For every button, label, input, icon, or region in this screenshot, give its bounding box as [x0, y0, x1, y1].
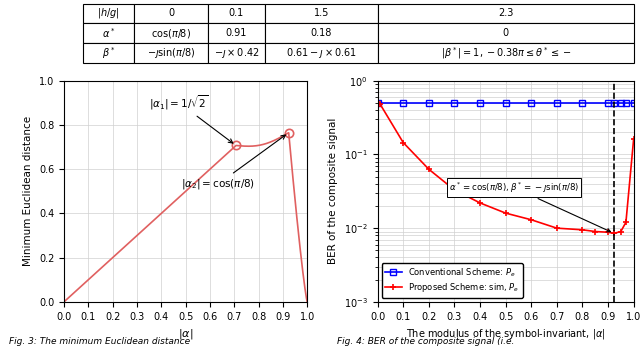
Conventional Scheme: $P_e$: (0.7, 0.5): $P_e$: (0.7, 0.5)	[553, 101, 561, 105]
Conventional Scheme: $P_e$: (0.6, 0.5): $P_e$: (0.6, 0.5)	[527, 101, 535, 105]
Conventional Scheme: $P_e$: (0.1, 0.5): $P_e$: (0.1, 0.5)	[399, 101, 407, 105]
Proposed Scheme: sim, $P_e$: (0.7, 0.01): sim, $P_e$: (0.7, 0.01)	[553, 226, 561, 230]
Conventional Scheme: $P_e$: (0.95, 0.5): $P_e$: (0.95, 0.5)	[617, 101, 625, 105]
Proposed Scheme: sim, $P_e$: (0.6, 0.013): sim, $P_e$: (0.6, 0.013)	[527, 218, 535, 222]
Conventional Scheme: $P_e$: (0.4, 0.5): $P_e$: (0.4, 0.5)	[476, 101, 484, 105]
Proposed Scheme: sim, $P_e$: (0.4, 0.022): sim, $P_e$: (0.4, 0.022)	[476, 201, 484, 205]
Conventional Scheme: $P_e$: (0.924, 0.5): $P_e$: (0.924, 0.5)	[611, 101, 618, 105]
Conventional Scheme: $P_e$: (1, 0.5): $P_e$: (1, 0.5)	[630, 101, 637, 105]
Proposed Scheme: sim, $P_e$: (0.9, 0.0088): sim, $P_e$: (0.9, 0.0088)	[604, 230, 612, 234]
X-axis label: $|\alpha|$: $|\alpha|$	[178, 327, 193, 341]
Y-axis label: Minimum Euclidean distance: Minimum Euclidean distance	[23, 116, 33, 266]
Text: $|\alpha_2| = \cos(\pi/8)$: $|\alpha_2| = \cos(\pi/8)$	[180, 135, 285, 191]
Proposed Scheme: sim, $P_e$: (0.97, 0.012): sim, $P_e$: (0.97, 0.012)	[622, 220, 630, 224]
Conventional Scheme: $P_e$: (0.8, 0.5): $P_e$: (0.8, 0.5)	[579, 101, 586, 105]
Text: $\alpha^* = \cos(\pi/8), \beta^* = -\jmath\sin(\pi/8)$: $\alpha^* = \cos(\pi/8), \beta^* = -\jma…	[449, 180, 611, 232]
Proposed Scheme: sim, $P_e$: (0.924, 0.0085): sim, $P_e$: (0.924, 0.0085)	[611, 231, 618, 236]
Proposed Scheme: sim, $P_e$: (0.85, 0.009): sim, $P_e$: (0.85, 0.009)	[591, 230, 599, 234]
X-axis label: The modulus of the symbol-invariant, $|\alpha|$: The modulus of the symbol-invariant, $|\…	[406, 327, 605, 341]
Conventional Scheme: $P_e$: (0, 0.5): $P_e$: (0, 0.5)	[374, 101, 381, 105]
Proposed Scheme: sim, $P_e$: (0.3, 0.033): sim, $P_e$: (0.3, 0.033)	[451, 188, 458, 192]
Conventional Scheme: $P_e$: (0.97, 0.5): $P_e$: (0.97, 0.5)	[622, 101, 630, 105]
Text: $|\alpha_1| = 1/\sqrt{2}$: $|\alpha_1| = 1/\sqrt{2}$	[149, 93, 233, 143]
Proposed Scheme: sim, $P_e$: (0.2, 0.063): sim, $P_e$: (0.2, 0.063)	[425, 167, 433, 171]
Proposed Scheme: sim, $P_e$: (0.95, 0.009): sim, $P_e$: (0.95, 0.009)	[617, 230, 625, 234]
Proposed Scheme: sim, $P_e$: (0.5, 0.016): sim, $P_e$: (0.5, 0.016)	[502, 211, 509, 215]
Conventional Scheme: $P_e$: (0.5, 0.5): $P_e$: (0.5, 0.5)	[502, 101, 509, 105]
Conventional Scheme: $P_e$: (0.9, 0.5): $P_e$: (0.9, 0.5)	[604, 101, 612, 105]
Proposed Scheme: sim, $P_e$: (0.1, 0.145): sim, $P_e$: (0.1, 0.145)	[399, 140, 407, 145]
Proposed Scheme: sim, $P_e$: (0.8, 0.0095): sim, $P_e$: (0.8, 0.0095)	[579, 228, 586, 232]
Line: Conventional Scheme: $P_e$: Conventional Scheme: $P_e$	[375, 100, 636, 106]
Y-axis label: BER of the composite signal: BER of the composite signal	[328, 118, 339, 265]
Text: Fig. 4: BER of the composite signal (i.e.: Fig. 4: BER of the composite signal (i.e…	[337, 337, 515, 346]
Conventional Scheme: $P_e$: (0.3, 0.5): $P_e$: (0.3, 0.5)	[451, 101, 458, 105]
Legend: Conventional Scheme: $P_e$, Proposed Scheme: sim, $P_e$: Conventional Scheme: $P_e$, Proposed Sch…	[382, 263, 523, 298]
Text: Fig. 3: The minimum Euclidean distance: Fig. 3: The minimum Euclidean distance	[8, 337, 190, 346]
Proposed Scheme: sim, $P_e$: (0.01, 0.48): sim, $P_e$: (0.01, 0.48)	[376, 102, 384, 106]
Conventional Scheme: $P_e$: (0.2, 0.5): $P_e$: (0.2, 0.5)	[425, 101, 433, 105]
Proposed Scheme: sim, $P_e$: (1, 0.16): sim, $P_e$: (1, 0.16)	[630, 137, 637, 141]
Line: Proposed Scheme: sim, $P_e$: Proposed Scheme: sim, $P_e$	[377, 101, 637, 237]
